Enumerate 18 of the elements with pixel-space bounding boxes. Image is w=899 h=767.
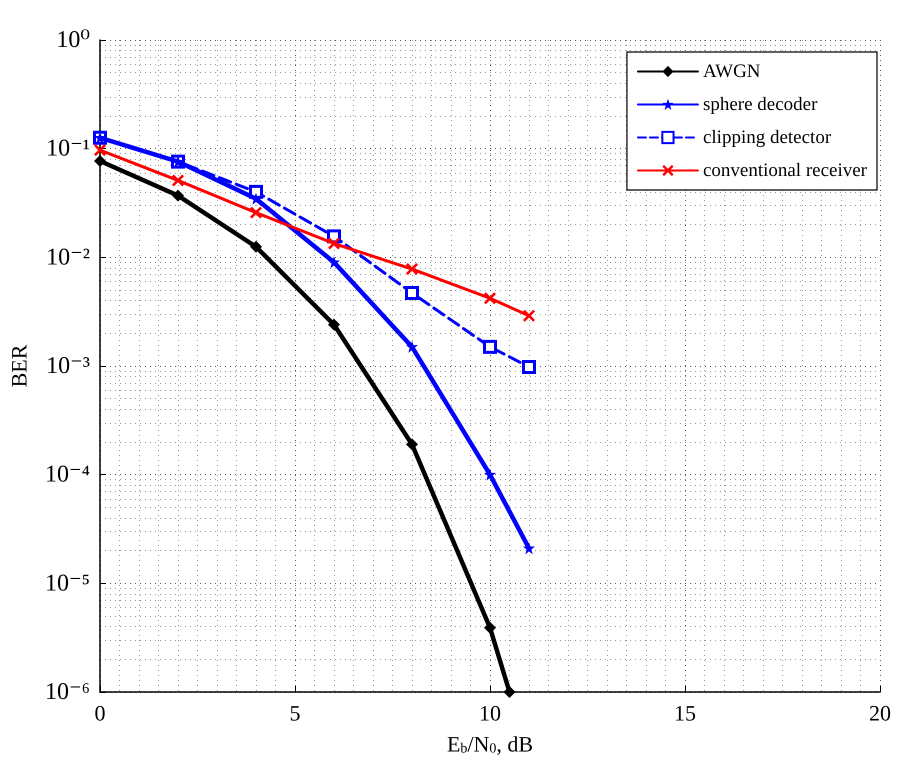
y-tick-label: 10⁻³ [46, 353, 90, 379]
x-tick-label: 15 [674, 700, 696, 726]
x-tick-label: 0 [94, 700, 106, 726]
legend-label: conventional receiver [702, 160, 868, 181]
y-tick-label: 10⁻² [46, 244, 90, 270]
legend-label: clipping detector [702, 127, 832, 148]
x-tick-label: 10 [479, 700, 501, 726]
y-axis-title: BER [6, 344, 32, 388]
y-tick-label: 10⁰ [56, 27, 90, 53]
x-axis-title: Eb/N0, dB [446, 732, 534, 756]
y-tick-label: 10⁻⁵ [44, 570, 90, 596]
y-tick-label: 10⁻⁴ [44, 462, 90, 488]
y-tick-label: 10⁻¹ [46, 136, 90, 162]
y-tick-label: 10⁻⁶ [44, 679, 90, 705]
legend-label: AWGN [702, 61, 761, 82]
legend-label: sphere decoder [702, 94, 818, 115]
x-tick-label: 20 [869, 700, 891, 726]
x-tick-label: 5 [290, 700, 300, 726]
